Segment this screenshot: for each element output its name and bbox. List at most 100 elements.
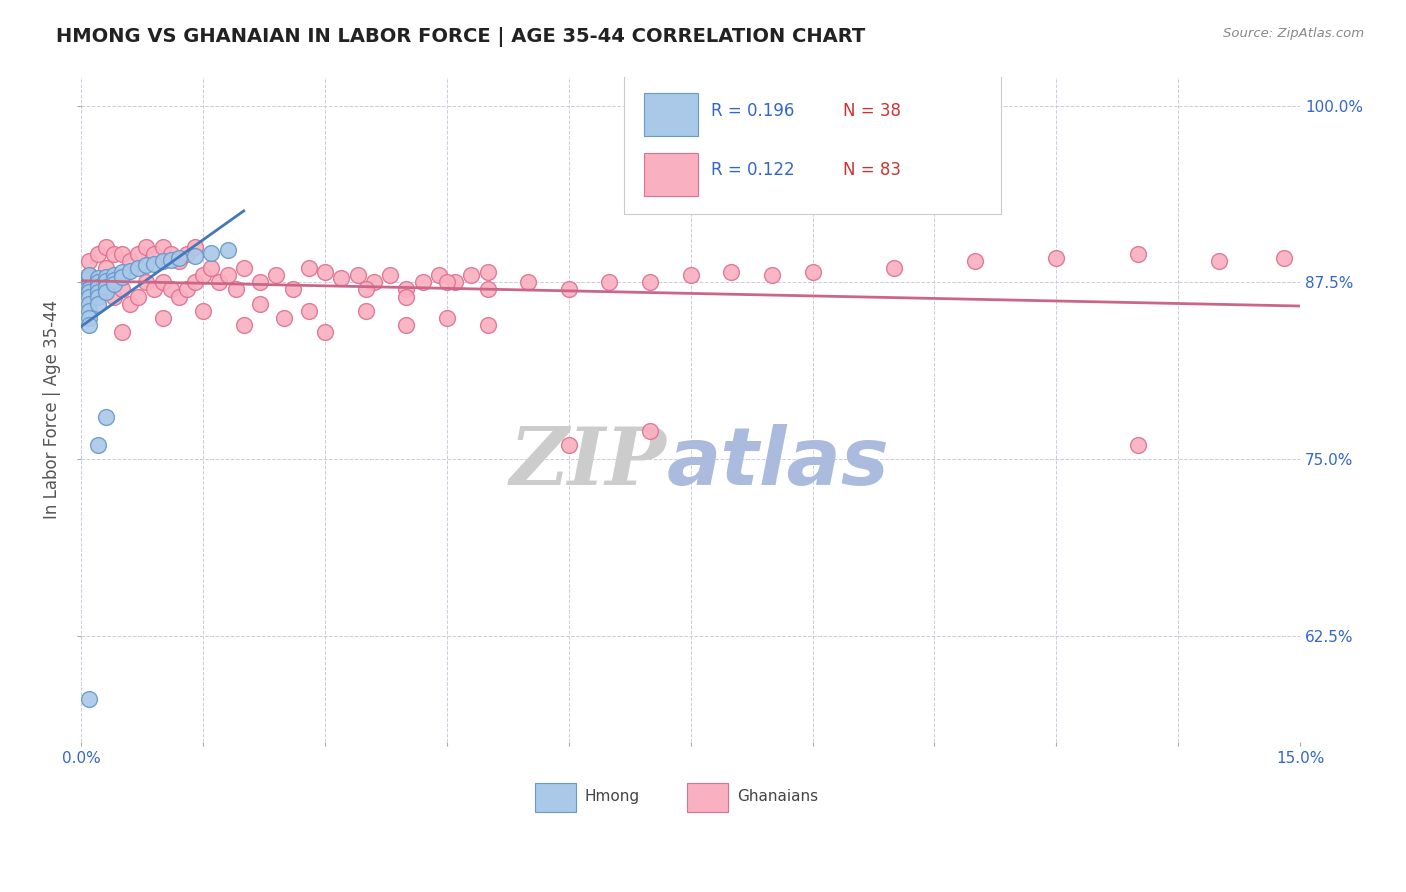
Point: [152, 310, 174, 325]
Point: [281, 283, 304, 297]
Point: [86, 285, 108, 300]
Point: [191, 268, 214, 283]
Point: [346, 268, 368, 283]
Point: [94, 240, 117, 254]
Point: [94, 283, 117, 297]
Text: Hmong: Hmong: [585, 789, 640, 805]
Point: [159, 247, 181, 261]
Point: [86, 276, 108, 290]
Point: [395, 318, 418, 332]
Point: [152, 240, 174, 254]
Point: [79, 289, 101, 303]
Point: [436, 310, 458, 325]
Point: [94, 269, 117, 284]
Point: [184, 248, 207, 262]
Point: [232, 261, 254, 276]
Point: [363, 276, 385, 290]
Point: [143, 257, 166, 271]
Text: atlas: atlas: [666, 424, 889, 501]
Point: [111, 269, 134, 284]
Point: [477, 283, 499, 297]
Point: [79, 310, 101, 325]
Point: [86, 296, 108, 310]
Point: [103, 272, 125, 286]
Point: [79, 268, 101, 283]
Point: [135, 259, 157, 273]
Point: [638, 276, 661, 290]
Point: [86, 279, 108, 293]
Point: [354, 283, 377, 297]
Point: [79, 303, 101, 318]
Point: [558, 438, 581, 452]
Point: [86, 438, 108, 452]
Point: [184, 240, 207, 254]
Point: [191, 303, 214, 318]
Point: [111, 283, 134, 297]
Point: [208, 276, 231, 290]
Point: [200, 261, 222, 276]
Point: [94, 274, 117, 288]
Point: [720, 265, 742, 279]
Point: [159, 283, 181, 297]
Point: [184, 276, 207, 290]
Point: [79, 276, 101, 290]
Point: [167, 289, 190, 303]
Point: [143, 247, 166, 261]
Point: [354, 303, 377, 318]
Point: [1045, 252, 1067, 266]
Point: [79, 285, 101, 300]
Text: Source: ZipAtlas.com: Source: ZipAtlas.com: [1223, 27, 1364, 40]
FancyBboxPatch shape: [644, 94, 697, 136]
Text: R = 0.122: R = 0.122: [711, 161, 794, 179]
Point: [395, 283, 418, 297]
Point: [176, 247, 198, 261]
Point: [159, 252, 181, 267]
Point: [436, 276, 458, 290]
Y-axis label: In Labor Force | Age 35-44: In Labor Force | Age 35-44: [44, 300, 60, 519]
Point: [477, 318, 499, 332]
Point: [118, 264, 141, 278]
Text: R = 0.196: R = 0.196: [711, 102, 794, 120]
Point: [103, 247, 125, 261]
FancyBboxPatch shape: [644, 153, 697, 195]
Point: [167, 252, 190, 266]
Point: [79, 268, 101, 283]
Point: [558, 283, 581, 297]
Point: [249, 276, 271, 290]
FancyBboxPatch shape: [534, 783, 576, 813]
Point: [111, 265, 134, 279]
Point: [477, 265, 499, 279]
Point: [111, 325, 134, 339]
Point: [152, 254, 174, 268]
Point: [127, 247, 149, 261]
FancyBboxPatch shape: [624, 74, 1001, 213]
Point: [103, 268, 125, 283]
Point: [264, 268, 287, 283]
Point: [1272, 252, 1295, 266]
Point: [86, 276, 108, 290]
Point: [1208, 254, 1230, 268]
Point: [79, 318, 101, 332]
Point: [79, 271, 101, 285]
Point: [298, 261, 321, 276]
Point: [79, 692, 101, 706]
Point: [395, 289, 418, 303]
Point: [444, 276, 467, 290]
Text: HMONG VS GHANAIAN IN LABOR FORCE | AGE 35-44 CORRELATION CHART: HMONG VS GHANAIAN IN LABOR FORCE | AGE 3…: [56, 27, 866, 46]
Point: [314, 325, 336, 339]
Point: [249, 296, 271, 310]
Point: [598, 276, 620, 290]
Text: N = 38: N = 38: [844, 102, 901, 120]
Point: [517, 276, 540, 290]
Point: [79, 254, 101, 268]
Point: [103, 289, 125, 303]
Point: [460, 268, 482, 283]
Point: [176, 283, 198, 297]
Point: [135, 240, 157, 254]
Point: [127, 289, 149, 303]
Point: [79, 283, 101, 297]
Point: [638, 424, 661, 438]
Point: [1126, 247, 1149, 261]
Point: [217, 243, 239, 257]
Point: [118, 254, 141, 268]
